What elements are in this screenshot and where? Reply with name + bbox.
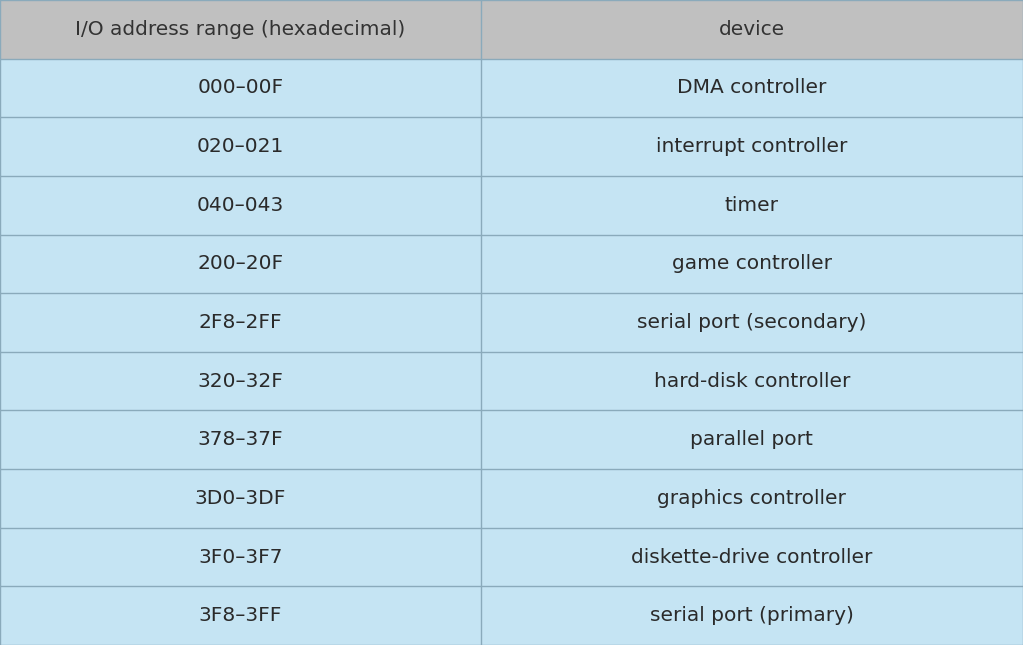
Text: serial port (primary): serial port (primary)	[650, 606, 854, 625]
Bar	[0, 59, 1023, 117]
Bar	[0, 0, 1023, 59]
Text: serial port (secondary): serial port (secondary)	[637, 313, 866, 332]
Text: parallel port: parallel port	[691, 430, 813, 450]
Bar	[0, 528, 1023, 586]
Text: 3F8–3FF: 3F8–3FF	[198, 606, 282, 625]
Bar	[0, 235, 1023, 293]
Bar	[0, 352, 1023, 410]
Text: 200–20F: 200–20F	[197, 254, 283, 273]
Text: 3D0–3DF: 3D0–3DF	[194, 489, 286, 508]
Text: hard-disk controller: hard-disk controller	[654, 372, 850, 391]
Bar	[0, 410, 1023, 469]
Bar	[0, 293, 1023, 352]
Bar	[0, 586, 1023, 645]
Text: 020–021: 020–021	[196, 137, 284, 156]
Text: diskette-drive controller: diskette-drive controller	[631, 548, 873, 566]
Text: 3F0–3F7: 3F0–3F7	[198, 548, 282, 566]
Text: 2F8–2FF: 2F8–2FF	[198, 313, 282, 332]
Text: graphics controller: graphics controller	[658, 489, 846, 508]
Text: game controller: game controller	[672, 254, 832, 273]
Text: 378–37F: 378–37F	[197, 430, 283, 450]
Text: interrupt controller: interrupt controller	[656, 137, 848, 156]
Text: I/O address range (hexadecimal): I/O address range (hexadecimal)	[76, 20, 405, 39]
Bar	[0, 176, 1023, 235]
Text: 320–32F: 320–32F	[197, 372, 283, 391]
Bar	[0, 117, 1023, 176]
Text: timer: timer	[725, 195, 779, 215]
Text: 000–00F: 000–00F	[197, 79, 283, 97]
Text: device: device	[719, 20, 785, 39]
Bar	[0, 469, 1023, 528]
Text: 040–043: 040–043	[196, 195, 284, 215]
Text: DMA controller: DMA controller	[677, 79, 827, 97]
